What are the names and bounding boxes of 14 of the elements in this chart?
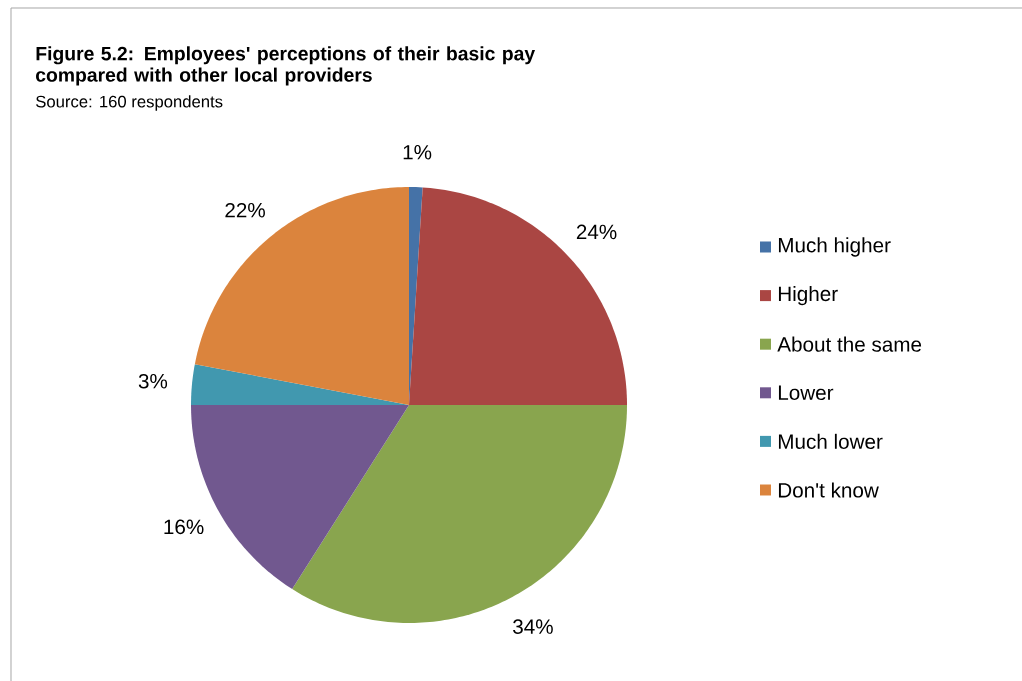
chart-subtitle: Source: 160 respondents xyxy=(36,95,223,111)
data-label: 16% xyxy=(164,519,204,535)
legend-label: About the same xyxy=(777,336,922,352)
legend-label: Much higher xyxy=(778,237,891,257)
data-label: 3% xyxy=(138,373,168,389)
data-label: 34% xyxy=(513,619,553,634)
chart-title: Figure 5.2: Employees' perceptions of their basic pay compared with other local providers xyxy=(36,46,536,86)
data-label: 24% xyxy=(576,224,617,240)
legend-label: Don't know xyxy=(778,482,879,498)
data-label: 1% xyxy=(403,145,432,160)
legend-label: Higher xyxy=(778,285,838,306)
data-label: 22% xyxy=(225,202,265,218)
legend-label: Much lower xyxy=(778,433,883,449)
legend-label: Lower xyxy=(778,385,834,401)
